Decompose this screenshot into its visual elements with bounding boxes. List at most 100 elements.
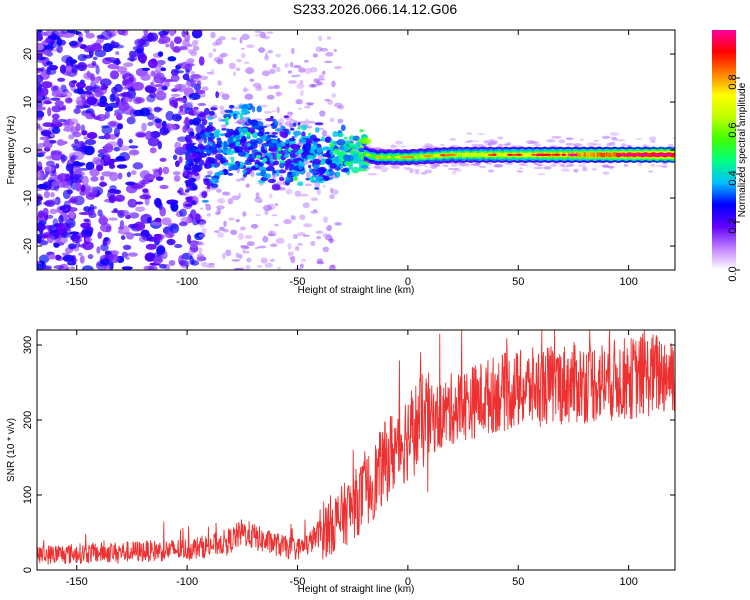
spectrogram-ridge-blob (270, 139, 277, 144)
spectrogram-ridge-blob (340, 168, 350, 173)
spectrogram-noise-blob (278, 122, 283, 128)
spectrogram-band-segment (578, 152, 580, 158)
spectrogram-band-segment (414, 154, 417, 160)
spectrogram-haze (655, 164, 663, 167)
spectrogram-ridge-blob (191, 169, 195, 175)
spectrogram-noise-blob (109, 171, 119, 182)
spectrogram-ridge-blob (247, 118, 251, 124)
spectrogram-noise-blob (87, 254, 94, 260)
spectrogram-noise-blob (81, 265, 94, 270)
snr-x-axis: -150 -100 -50 0 50 100 (66, 330, 638, 588)
spectrogram-ridge-blob (217, 170, 225, 176)
spectrogram-ridge-blob (210, 135, 216, 140)
spectrogram-band-peak (665, 153, 671, 156)
spectrogram-noise-blob (80, 79, 85, 84)
spectrogram-noise-blob (59, 206, 67, 211)
spectrogram-noise-blob (274, 223, 279, 227)
spectrogram-noise-blob (299, 80, 304, 85)
colorbar-tick-label: 0.4 (727, 170, 739, 185)
spectrogram-noise-blob (299, 214, 306, 221)
spectrogram-noise-blob (141, 67, 151, 71)
spectrogram-noise-blob (149, 147, 157, 154)
spectrogram-haze (626, 145, 632, 148)
spectrogram-noise-blob (81, 175, 89, 186)
spectrogram-band-segment (399, 155, 401, 160)
spectrogram-bright-spot (307, 133, 312, 136)
spectrogram-noise-blob (113, 83, 123, 93)
spectrogram-noise-blob (61, 55, 73, 64)
spectrogram-haze (533, 167, 544, 169)
spectrogram-ridge-blob (305, 139, 313, 144)
spectrogram-ridge-blob (301, 144, 311, 153)
spectrogram-noise-blob (86, 70, 91, 78)
spectrogram-ridge-blob (241, 127, 249, 134)
spectrogram-noise-blob (196, 80, 202, 86)
spectrogram-band-segment (458, 152, 460, 157)
spectrogram-band-segment (649, 152, 651, 158)
spectrogram-band-segment (614, 152, 617, 157)
spectrogram-noise-blob (43, 166, 55, 172)
spectrogram-band-segment (372, 154, 374, 159)
spectrogram-haze (559, 164, 566, 168)
spectrogram-noise-blob (319, 47, 328, 52)
spectrogram-bright-spot (261, 137, 267, 141)
spectrogram-ridge-blob (233, 146, 243, 153)
spectrogram-noise-blob (52, 155, 59, 159)
spectrogram-band-segment (487, 152, 489, 158)
spectrogram-haze (609, 141, 616, 146)
spectrogram-ridge-blob (359, 129, 364, 133)
spectrogram-noise-blob (99, 78, 112, 87)
spectrogram-band-segment (422, 154, 424, 159)
spectrogram-noise-blob (221, 125, 227, 128)
spectrogram-noise-blob (190, 71, 195, 75)
spectrogram-noise-blob (236, 58, 242, 63)
spectrogram-noise-blob (83, 206, 91, 212)
spectrogram-noise-blob (41, 81, 53, 89)
spectrogram-noise-blob (271, 214, 278, 217)
spectrogram-noise-blob (164, 231, 175, 239)
spectrogram-band-segment (581, 152, 583, 157)
spectrogram-noise-blob (149, 91, 157, 99)
spectrogram-noise-blob (37, 263, 44, 270)
spectrogram-noise-blob (256, 264, 263, 268)
spectrogram-haze (568, 163, 574, 166)
spectrogram-noise-blob (293, 65, 302, 69)
spectrogram-ridge-blob (309, 160, 313, 163)
spectrogram-noise-blob (312, 53, 318, 58)
spectrogram-noise-blob (160, 67, 167, 72)
spectrogram-noise-blob (99, 95, 108, 106)
spectrogram-noise-blob (45, 160, 55, 167)
spectrogram-ridge-blob (256, 105, 262, 113)
spectrogram-haze (440, 143, 445, 147)
spectrogram-noise-blob (47, 34, 60, 40)
spectrogram-noise-blob (136, 132, 146, 138)
spectrogram-noise-blob (183, 82, 191, 90)
spectrogram-bright-spot (262, 157, 268, 162)
snr-y-tick-label: 300 (22, 336, 34, 354)
spectrogram-noise-blob (294, 190, 302, 197)
spectrogram-noise-blob (153, 83, 165, 88)
spectrogram-haze (623, 164, 628, 167)
spectrogram-band-segment (560, 152, 562, 157)
spectrogram-noise-blob (117, 172, 123, 180)
spectrogram-band-segment (587, 153, 589, 158)
spectrogram-haze (390, 166, 401, 169)
spectrogram-noise-blob (51, 113, 60, 120)
spectrogram-ridge-blob (264, 173, 272, 179)
spectrogram-noise-blob (79, 255, 85, 264)
spectrogram-band-segment (602, 153, 604, 158)
spectrogram-bright-spot (226, 128, 230, 133)
spectrogram-noise-blob (230, 37, 237, 41)
spectrogram-noise-blob (69, 210, 75, 219)
spectrogram-band-peak (636, 153, 647, 156)
spectrogram-noise-blob (187, 97, 194, 100)
spectrogram-noise-blob (242, 87, 248, 93)
spectrogram-noise-blob (83, 136, 89, 140)
spectrogram-noise-blob (198, 247, 203, 254)
spectrogram-noise-blob (113, 112, 122, 117)
spectrogram-noise-blob (170, 68, 179, 76)
spectrogram-noise-blob (179, 99, 188, 104)
spectrogram-haze (537, 173, 546, 176)
spectrogram-noise-blob (185, 219, 193, 224)
spectrogram-ridge-blob (271, 132, 279, 135)
